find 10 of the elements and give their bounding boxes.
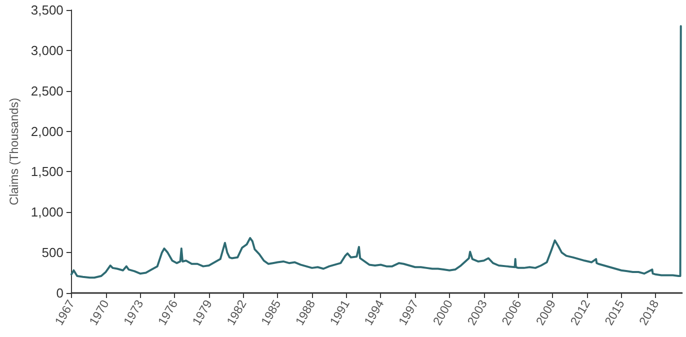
y-tick-label: 3,500 xyxy=(30,2,64,18)
y-tick-label: 1,500 xyxy=(30,164,64,180)
y-tick-label: 0 xyxy=(56,286,64,300)
y-axis-title: Claims (Thousands) xyxy=(7,98,21,206)
line-series xyxy=(70,25,682,279)
y-tick-label: 500 xyxy=(42,245,64,260)
y-tick-label: 3,000 xyxy=(30,42,64,58)
y-tick-label: 2,500 xyxy=(30,83,64,98)
y-tick-label: 1,000 xyxy=(30,204,64,220)
y-tick-label: 2,000 xyxy=(30,124,64,139)
